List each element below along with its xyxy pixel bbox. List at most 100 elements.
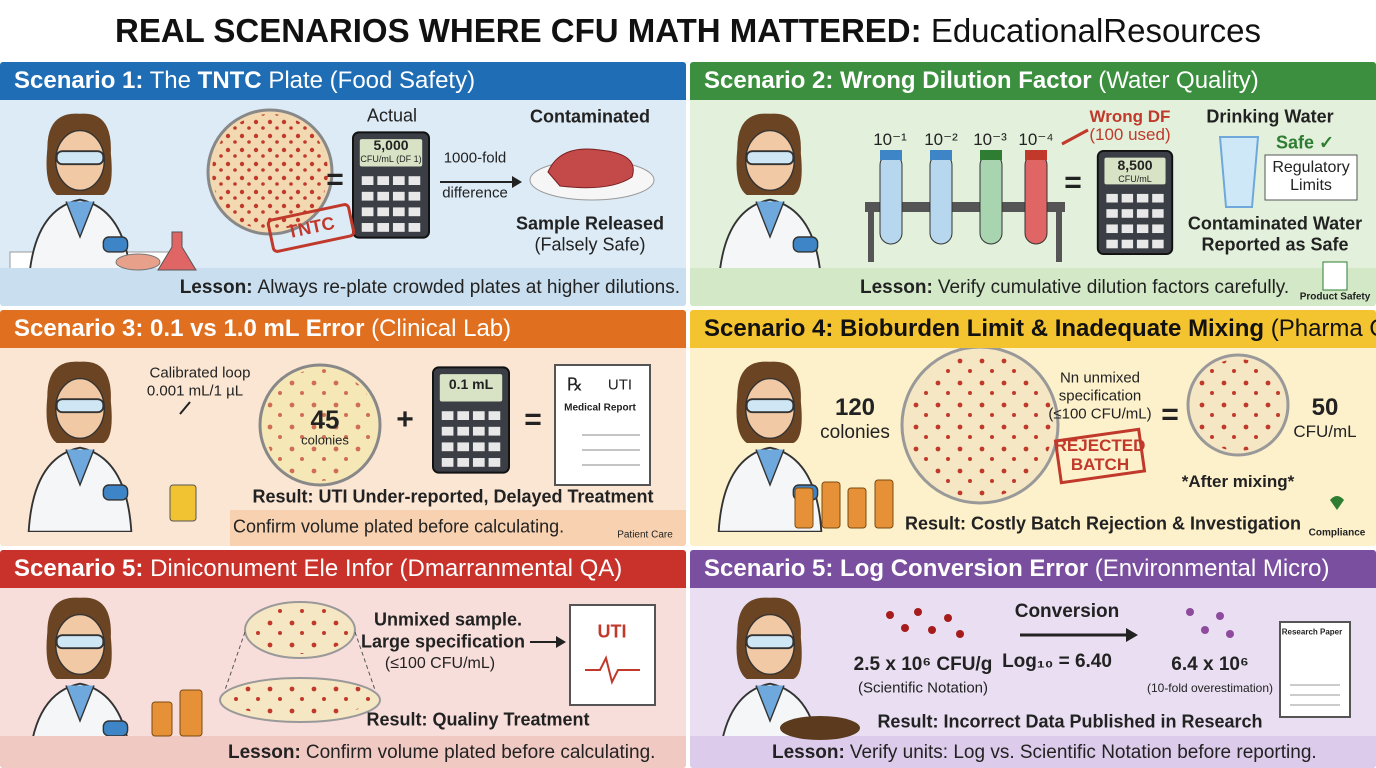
panel: Scenario 4: Bioburden Limit & Inadequate… (690, 310, 1376, 546)
label: Log₁₀ = 6.40 (1002, 651, 1112, 672)
label: Patient Care (617, 529, 673, 541)
decoration (212, 114, 328, 230)
lesson-text: Confirm volume plated before calculating… (305, 742, 656, 763)
label: ℞ (566, 374, 584, 395)
decoration (556, 636, 566, 648)
label: 10⁻² (924, 130, 958, 149)
panel: Scenario 3: 0.1 vs 1.0 mL Error (Clinica… (0, 310, 686, 546)
label: = (524, 403, 542, 436)
decoration (979, 153, 1003, 245)
decoration (907, 352, 1053, 498)
label: Result: Incorrect Data Published in Rese… (877, 711, 1263, 732)
decoration (151, 701, 173, 737)
decoration (547, 148, 634, 189)
label: 2.5 x 10⁶ CFU/g (853, 654, 993, 675)
heading-part: Scenario 5: Log Conversion Error (704, 555, 1089, 582)
decoration (821, 481, 841, 529)
label: (Falsely Safe) (534, 234, 646, 255)
label: *After mixing* (1181, 472, 1295, 491)
decoration (582, 434, 640, 466)
label: Compliance (1308, 527, 1366, 539)
heading-part: (Environmental Micro) (1094, 555, 1330, 582)
illustration (690, 596, 1376, 768)
decoration (868, 212, 874, 262)
label: Product Safety (1299, 291, 1371, 303)
decoration (0, 268, 686, 306)
panel-heading: Scenario 1: The TNTC Plate (Food Safety) (0, 62, 686, 100)
label: UTI (607, 376, 633, 394)
label: CFU/mL (DF 1) (360, 154, 422, 164)
label: 120 (834, 394, 876, 421)
label: Reported as Safe (1201, 234, 1349, 255)
illustration (0, 108, 686, 306)
decoration (794, 479, 894, 529)
label: Research Paper (1281, 627, 1343, 637)
label: Contaminated (529, 106, 651, 127)
decoration (929, 153, 953, 245)
decoration (1061, 128, 1089, 146)
decoration (886, 611, 894, 619)
label: 0.001 mL/1 µL (146, 382, 244, 400)
lesson: Lesson: Verify units: Log vs. Scientific … (772, 742, 1317, 764)
heading-part: Scenario 3: 0.1 vs 1.0 mL Error (14, 315, 365, 342)
panel: Scenario 5: Diniconument Ele Infor (Dmar… (0, 550, 686, 768)
label: 5,000 (373, 137, 409, 153)
label: 10⁻³ (973, 130, 1007, 149)
decoration (874, 479, 894, 529)
decoration (1024, 153, 1048, 245)
lesson-label: Lesson: (860, 277, 933, 298)
decoration (512, 176, 522, 188)
panel-heading: Scenario 5: Log Conversion Error (Enviro… (690, 550, 1376, 588)
decoration (717, 112, 823, 284)
heading-part: (Clinical Lab) (371, 315, 512, 342)
label: Large specification (360, 631, 526, 652)
label: Result: Qualiny Treatment (366, 709, 590, 730)
illustration (690, 112, 1376, 306)
decoration (1216, 612, 1224, 620)
label: Nn unmixed (1059, 369, 1141, 387)
decoration (1192, 359, 1284, 451)
decoration (1056, 212, 1062, 262)
decoration (230, 510, 686, 546)
decoration (1226, 630, 1234, 638)
label: Medical Report (564, 402, 636, 414)
decoration (1186, 608, 1234, 638)
label: difference (442, 184, 508, 202)
lesson-label: Lesson: (228, 742, 301, 763)
decoration (250, 606, 350, 654)
heading-part: Plate (Food Safety) (268, 67, 476, 94)
illustration (0, 596, 686, 768)
label: = (1161, 398, 1179, 431)
label: 8,500 (1117, 157, 1153, 173)
label: 1000-fold (443, 149, 507, 167)
decoration (179, 401, 191, 415)
label: colonies (301, 432, 349, 448)
decoration (944, 614, 952, 622)
lesson-text: Verify cumulative dilution factors caref… (937, 277, 1290, 298)
decoration (1053, 427, 1147, 485)
panel-heading: Scenario 5: Diniconument Ele Infor (Dmar… (0, 550, 686, 588)
decoration (1290, 684, 1340, 706)
lesson-text: Verify units: Log vs. Scientific Notatio… (849, 742, 1317, 763)
label: CFU/mL (1118, 174, 1152, 184)
label: + (396, 403, 414, 436)
decoration (27, 112, 133, 284)
panel: Scenario 1: The TNTC Plate (Food Safety)… (0, 62, 686, 306)
decoration (585, 655, 640, 685)
decoration (27, 360, 133, 532)
panel-heading: Scenario 2: Wrong Dilution Factor (Water… (690, 62, 1376, 100)
decoration (1201, 626, 1209, 634)
decoration (1025, 150, 1047, 160)
label: colonies (820, 422, 890, 443)
label: Contaminated Water (1187, 213, 1363, 234)
decoration (157, 231, 197, 271)
illustration (27, 360, 686, 546)
panel: Scenario 5: Log Conversion Error (Enviro… (690, 550, 1376, 768)
decoration (569, 604, 656, 706)
lesson: Lesson: Confirm volume plated before calc… (228, 742, 655, 764)
decoration (264, 369, 376, 481)
heading-part: The (149, 67, 191, 94)
label: (100 used) (1089, 125, 1171, 144)
label: 10⁻⁴ (1018, 130, 1054, 149)
decoration (1186, 608, 1194, 616)
